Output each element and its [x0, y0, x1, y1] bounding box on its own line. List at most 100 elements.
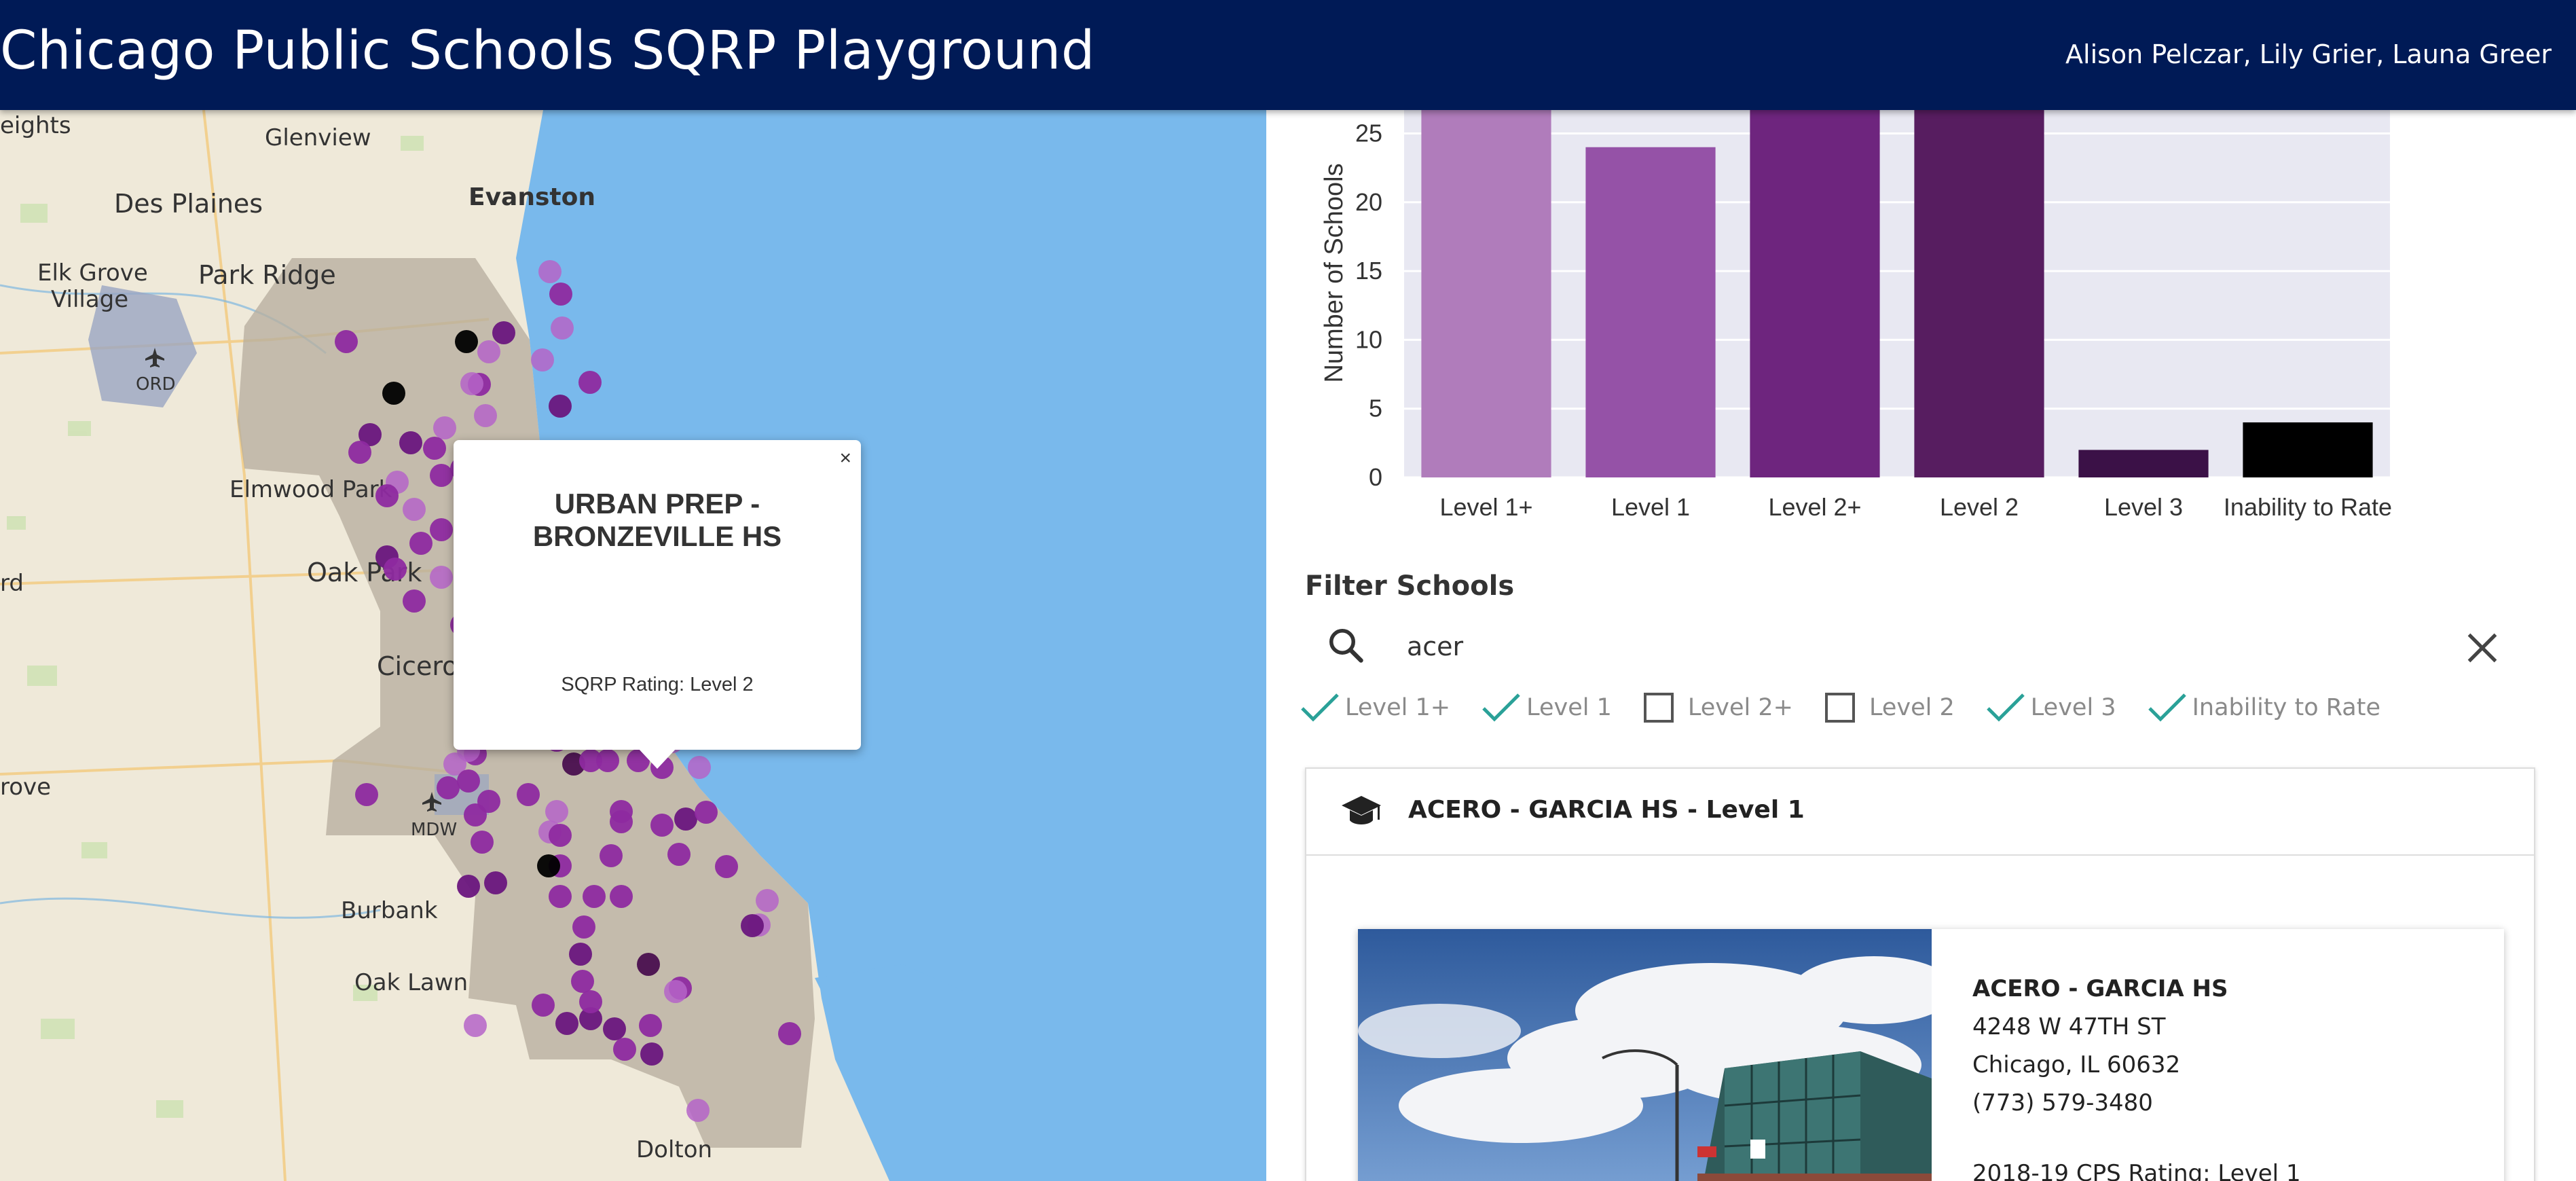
school-marker[interactable]: [484, 871, 507, 894]
level-filter-level-1[interactable]: Level 1: [1482, 687, 1612, 728]
school-marker[interactable]: [471, 831, 494, 854]
check-icon[interactable]: [1300, 687, 1345, 728]
chart-x-tick: Inability to Rate: [2224, 493, 2392, 521]
school-marker[interactable]: [688, 756, 711, 779]
school-marker[interactable]: [457, 769, 480, 793]
chart-bar[interactable]: [1421, 110, 1551, 477]
school-marker[interactable]: [348, 441, 371, 464]
school-detail: ACERO - GARCIA HS 4248 W 47TH ST Chicago…: [1358, 929, 2504, 1181]
school-marker[interactable]: [384, 558, 407, 581]
school-marker[interactable]: [569, 943, 592, 966]
checkbox-empty-icon[interactable]: [1824, 687, 1869, 728]
chart-y-label: Number of Schools: [1320, 163, 1348, 382]
school-marker[interactable]: [610, 810, 633, 833]
school-marker[interactable]: [532, 994, 555, 1017]
school-marker[interactable]: [640, 1042, 663, 1066]
school-marker[interactable]: [492, 321, 515, 344]
school-marker[interactable]: [477, 790, 500, 813]
school-marker[interactable]: [474, 404, 497, 427]
school-marker[interactable]: [358, 423, 382, 446]
close-icon[interactable]: [2465, 630, 2500, 666]
school-marker[interactable]: [430, 464, 453, 487]
school-marker[interactable]: [537, 854, 560, 877]
search-input[interactable]: [1407, 628, 2357, 666]
school-marker[interactable]: [578, 371, 602, 394]
school-marker[interactable]: [538, 260, 562, 283]
school-marker[interactable]: [549, 885, 572, 908]
school-marker[interactable]: [551, 316, 574, 340]
school-phone[interactable]: (773) 579-3480: [1972, 1089, 2153, 1116]
school-marker[interactable]: [596, 749, 619, 772]
check-icon[interactable]: [2148, 687, 2192, 728]
school-marker[interactable]: [335, 330, 358, 353]
school-marker[interactable]: [572, 915, 595, 939]
school-marker[interactable]: [355, 783, 378, 806]
school-marker[interactable]: [637, 953, 660, 976]
chart-bar[interactable]: [1914, 110, 2044, 477]
school-marker[interactable]: [579, 990, 602, 1013]
school-marker[interactable]: [715, 855, 738, 878]
school-marker[interactable]: [403, 498, 426, 521]
school-marker[interactable]: [477, 340, 500, 363]
school-result-card[interactable]: ACERO - GARCIA HS - Level 1: [1305, 767, 2535, 1181]
popup-close-button[interactable]: ×: [839, 447, 851, 469]
level-filter-inability-to-rate[interactable]: Inability to Rate: [2148, 687, 2380, 728]
level-filter-level-3[interactable]: Level 3: [1986, 687, 2116, 728]
result-header[interactable]: ACERO - GARCIA HS - Level 1: [1306, 769, 2534, 856]
school-marker[interactable]: [741, 914, 764, 937]
check-icon[interactable]: [1482, 687, 1526, 728]
school-marker[interactable]: [674, 807, 697, 831]
school-marker[interactable]: [455, 330, 478, 353]
school-marker[interactable]: [549, 283, 572, 306]
school-marker[interactable]: [600, 844, 623, 867]
school-marker[interactable]: [531, 348, 554, 371]
school-marker[interactable]: [613, 1038, 636, 1061]
check-icon[interactable]: [1986, 687, 2031, 728]
chart-bar[interactable]: [2078, 450, 2209, 477]
school-marker[interactable]: [667, 843, 691, 866]
school-marker[interactable]: [399, 431, 422, 454]
school-marker[interactable]: [403, 589, 426, 613]
school-marker[interactable]: [571, 970, 594, 993]
school-marker[interactable]: [545, 800, 568, 823]
school-marker[interactable]: [457, 875, 480, 898]
school-marker[interactable]: [430, 566, 453, 589]
school-marker[interactable]: [778, 1022, 801, 1045]
school-marker[interactable]: [695, 801, 718, 824]
school-marker[interactable]: [639, 1014, 662, 1037]
school-marker[interactable]: [664, 980, 687, 1003]
school-marker[interactable]: [464, 1014, 487, 1037]
airplane-icon: [422, 792, 441, 812]
school-marker[interactable]: [382, 382, 405, 405]
school-marker[interactable]: [579, 749, 602, 772]
school-marker[interactable]: [443, 752, 466, 776]
school-marker[interactable]: [610, 885, 633, 908]
level-filter-level-2[interactable]: Level 2: [1824, 687, 1955, 728]
school-marker[interactable]: [650, 814, 674, 837]
school-marker[interactable]: [409, 532, 433, 555]
chart-bar[interactable]: [2243, 422, 2373, 477]
level-filter-level-2-[interactable]: Level 2+: [1643, 687, 1793, 728]
chart-bar[interactable]: [1750, 110, 1880, 477]
school-marker[interactable]: [686, 1099, 710, 1122]
school-marker[interactable]: [375, 484, 399, 507]
level-filter-level-1-[interactable]: Level 1+: [1300, 687, 1450, 728]
school-marker[interactable]: [555, 1012, 578, 1035]
school-marker[interactable]: [423, 437, 446, 460]
school-marker[interactable]: [437, 776, 460, 799]
school-marker[interactable]: [603, 1017, 626, 1040]
school-marker[interactable]: [430, 518, 453, 541]
chart-plot-area: [1404, 110, 2390, 477]
school-marker[interactable]: [756, 889, 779, 912]
school-marker[interactable]: [583, 885, 606, 908]
school-marker[interactable]: [549, 395, 572, 418]
school-marker[interactable]: [433, 416, 456, 439]
school-map[interactable]: eights Glenview Des Plaines Evanston Elk…: [0, 110, 1266, 1181]
chart-bar[interactable]: [1585, 147, 1716, 477]
school-marker[interactable]: [460, 372, 483, 395]
graduation-cap-icon: [1342, 796, 1381, 824]
school-marker[interactable]: [549, 824, 572, 847]
school-marker[interactable]: [517, 783, 540, 806]
checkbox-empty-icon[interactable]: [1643, 687, 1688, 728]
school-marker[interactable]: [579, 1007, 602, 1030]
